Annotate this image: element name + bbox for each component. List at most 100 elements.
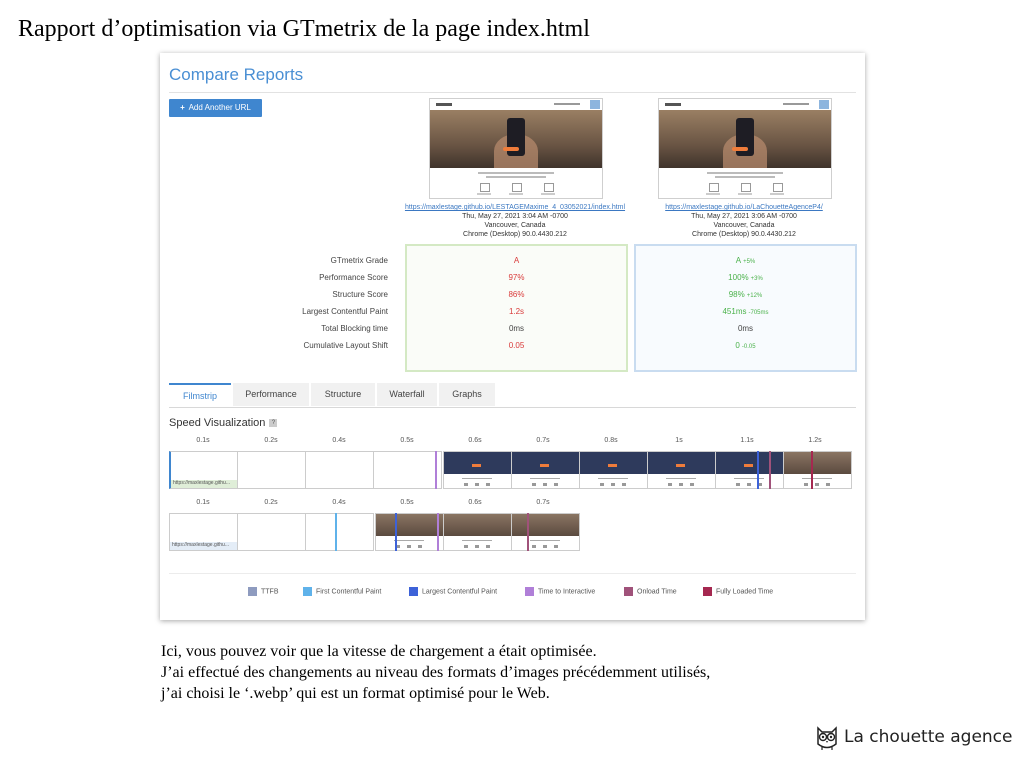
filmstrip-frame[interactable] — [511, 451, 580, 489]
frame-time: 0.6s — [468, 499, 482, 506]
structure-delta: +12% — [746, 293, 763, 299]
report-1-scores: A 97% 86% 1.2s 0ms 0.05 — [405, 244, 628, 372]
time-to-interactive-marker — [435, 451, 437, 489]
legend-swatch — [248, 587, 257, 596]
metric-label: Cumulative Layout Shift — [303, 341, 389, 350]
body-line: Ici, vous pouvez voir que la vitesse de … — [161, 643, 597, 660]
structure-score-value: 86% — [508, 290, 525, 299]
report-1-thumbnail[interactable] — [429, 98, 603, 199]
strip-2-times: 0.1s 0.2s 0.4s 0.5s 0.6s 0.7s — [169, 499, 589, 509]
filmstrip-frame[interactable] — [375, 513, 444, 551]
report-2-url-link[interactable]: https://maxlestage.github.io/LaChouetteA… — [665, 204, 823, 211]
frame-time: 0.1s — [196, 437, 210, 444]
legend-label: Fully Loaded Time — [716, 588, 774, 596]
legend-item: Time to Interactive — [525, 587, 595, 596]
report-2-date: Thu, May 27, 2021 3:06 AM -0700 — [691, 213, 797, 220]
filmstrip-frame[interactable] — [647, 451, 716, 489]
strip-1-times: 0.1s 0.2s 0.4s 0.5s 0.6s 0.7s 0.8s 1s 1.… — [169, 437, 859, 447]
tab-graphs[interactable]: Graphs — [439, 383, 495, 406]
report-1-url-link[interactable]: https://maxlestage.github.io/LESTAGEMaxi… — [404, 204, 626, 211]
cls-delta: -0.05 — [741, 344, 756, 350]
add-another-url-button[interactable]: + Add Another URL — [169, 99, 262, 117]
cls-value: 0.05 — [508, 341, 525, 350]
frame-time: 0.8s — [604, 437, 618, 444]
body-line: J’ai effectué des changements au niveau … — [161, 664, 711, 681]
legend-swatch — [703, 587, 712, 596]
metric-labels: GTmetrix Grade Performance Score Structu… — [200, 252, 388, 354]
lcp-delta: -705ms — [748, 310, 769, 316]
filmstrip-frame[interactable] — [715, 451, 784, 489]
legend-swatch — [624, 587, 633, 596]
report-tabs: Filmstrip Performance Structure Waterfal… — [169, 383, 856, 408]
slide-body: Ici, vous pouvez voir que la vitesse de … — [161, 641, 710, 704]
frame-time: 1.1s — [740, 437, 754, 444]
tab-waterfall[interactable]: Waterfall — [377, 383, 437, 406]
metric-label: Performance Score — [319, 273, 388, 282]
filmstrip-frame[interactable] — [443, 451, 512, 489]
add-another-url-label: Add Another URL — [188, 103, 251, 112]
report-2-thumbnail[interactable] — [658, 98, 832, 199]
tab-structure[interactable]: Structure — [311, 383, 375, 406]
lcp-marker — [395, 513, 397, 551]
filmstrip-frame[interactable] — [783, 451, 852, 489]
report-2-browser: Chrome (Desktop) 90.0.4430.212 — [692, 231, 796, 238]
body-line: j’ai choisi le ‘.webp’ qui est un format… — [161, 685, 550, 702]
filmstrip-2: https://maxlestage.githu... — [169, 513, 589, 551]
performance-score-value: 97% — [508, 273, 525, 282]
filmstrip-frame[interactable] — [305, 513, 374, 551]
legend-label: First Contentful Paint — [316, 588, 382, 596]
filmstrip-frame[interactable] — [305, 451, 374, 489]
plus-icon: + — [180, 103, 185, 112]
frame-time: 1.2s — [808, 437, 822, 444]
filmstrip-1: https://maxlestage.githu... — [169, 451, 859, 489]
tbt-value: 0ms — [508, 324, 525, 333]
onload-marker — [527, 513, 529, 551]
metric-label: Total Blocking time — [321, 324, 388, 333]
lcp-value: 1.2s — [508, 307, 525, 316]
legend-item: Largest Contentful Paint — [409, 587, 497, 596]
first-contentful-paint-marker — [335, 513, 337, 551]
filmstrip-frame[interactable] — [579, 451, 648, 489]
frame-time: 0.5s — [400, 499, 414, 506]
frame-time: 0.4s — [332, 499, 346, 506]
lcp-value: 451ms — [722, 307, 747, 316]
brand-name: La chouette agence — [844, 727, 1013, 747]
frame-time: 0.2s — [264, 437, 278, 444]
report-2-meta: https://maxlestage.github.io/LaChouetteA… — [624, 203, 864, 239]
legend-item: First Contentful Paint — [303, 587, 381, 596]
legend-swatch — [409, 587, 418, 596]
filmstrip-frame[interactable] — [237, 513, 306, 551]
legend-label: Onload Time — [637, 588, 677, 596]
gtmetrix-grade-value: A — [513, 256, 520, 265]
report-1-meta: https://maxlestage.github.io/LESTAGEMaxi… — [395, 203, 635, 239]
filmstrip-frame[interactable]: https://maxlestage.githu... — [169, 451, 239, 489]
frame-time: 0.5s — [400, 437, 414, 444]
legend-item: TTFB — [248, 587, 279, 596]
legend-swatch — [525, 587, 534, 596]
tab-performance[interactable]: Performance — [233, 383, 309, 406]
performance-score-value: 100% — [728, 273, 749, 282]
metric-label: Structure Score — [332, 290, 388, 299]
frame-time: 0.2s — [264, 499, 278, 506]
owl-icon — [817, 726, 837, 750]
brand-logo: La chouette agence — [814, 722, 1013, 752]
filmstrip-frame[interactable] — [511, 513, 580, 551]
filmstrip-frame[interactable] — [373, 451, 442, 489]
gtmetrix-grade-value: A — [735, 256, 742, 265]
performance-delta: +3% — [750, 276, 763, 282]
filmstrip-frame[interactable] — [443, 513, 512, 551]
frame-time: 0.1s — [196, 499, 210, 506]
filmstrip-frame[interactable] — [237, 451, 306, 489]
structure-score-value: 98% — [728, 290, 745, 299]
legend-item: Onload Time — [624, 587, 677, 596]
tab-filmstrip[interactable]: Filmstrip — [169, 383, 231, 406]
lcp-marker — [757, 451, 759, 489]
report-2-location: Vancouver, Canada — [713, 222, 775, 229]
report-1-location: Vancouver, Canada — [484, 222, 546, 229]
help-icon[interactable]: ? — [269, 419, 278, 428]
cls-value: 0 — [735, 341, 740, 350]
slide-title: Rapport d’optimisation via GTmetrix de l… — [18, 16, 590, 42]
frame-time: 1s — [675, 437, 683, 444]
frame-url-label: https://maxlestage.githu... — [172, 542, 229, 548]
filmstrip-frame[interactable]: https://maxlestage.githu... — [169, 513, 238, 551]
